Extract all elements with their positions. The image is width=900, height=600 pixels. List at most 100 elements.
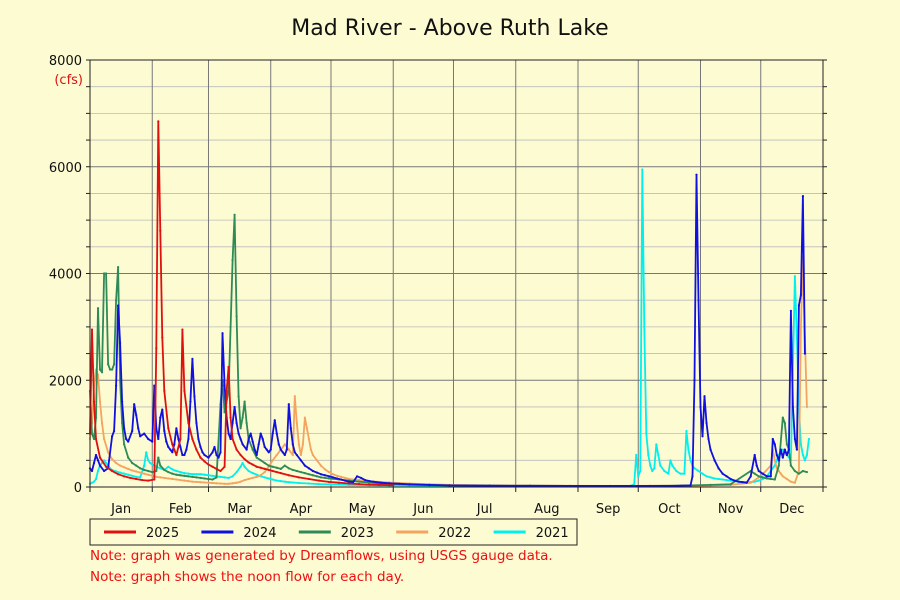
data-point-2025 <box>191 437 194 441</box>
data-point-2021 <box>255 473 258 476</box>
data-point-2023 <box>211 478 214 481</box>
data-point-2023 <box>112 363 116 366</box>
data-point-2022 <box>219 482 222 485</box>
data-point-2021 <box>709 476 712 479</box>
data-point-2023 <box>785 443 788 446</box>
data-point-2024 <box>689 484 692 487</box>
data-point-2021 <box>247 469 250 473</box>
data-point-2024 <box>135 413 138 417</box>
data-point-2025 <box>287 474 290 477</box>
data-point-2025 <box>255 465 258 468</box>
data-point-2021 <box>167 465 170 468</box>
x-tick-label: Apr <box>290 502 313 517</box>
data-point-2024 <box>185 448 188 451</box>
data-point-2025 <box>110 469 114 473</box>
data-point-2021 <box>219 475 222 478</box>
data-point-2022 <box>799 325 803 328</box>
data-point-2021 <box>149 461 152 465</box>
data-point-2024 <box>693 379 696 382</box>
data-point-2023 <box>92 437 96 441</box>
data-point-2021 <box>725 478 728 482</box>
data-point-2024 <box>303 464 306 467</box>
data-point-2025 <box>187 421 190 425</box>
data-point-2021 <box>297 481 300 485</box>
data-point-2023 <box>323 476 327 480</box>
y-tick-label: 6000 <box>49 161 82 176</box>
note-noon-flow: Note: graph shows the noon flow for each… <box>90 569 405 585</box>
data-point-2024 <box>241 443 244 446</box>
data-point-2025 <box>157 120 160 123</box>
data-point-2024 <box>488 484 491 487</box>
data-point-2022 <box>131 469 134 472</box>
x-tick-label: Feb <box>169 502 192 517</box>
y-axis-ticks: 0 2000 4000 6000 8000 <box>49 54 827 496</box>
data-point-2021 <box>187 472 190 475</box>
data-point-2023 <box>315 475 319 478</box>
data-point-2022 <box>179 478 182 482</box>
data-point-2024 <box>528 484 531 487</box>
data-point-2024 <box>169 448 172 451</box>
data-point-2024 <box>388 482 391 485</box>
x-tick-label: May <box>349 502 376 517</box>
data-point-2022 <box>203 481 206 484</box>
data-point-2024 <box>110 435 114 438</box>
data-point-2024 <box>197 437 200 441</box>
data-point-2024 <box>163 429 166 433</box>
data-point-2025 <box>195 448 198 451</box>
data-point-2024 <box>221 332 224 335</box>
data-point-2023 <box>115 299 118 302</box>
data-point-2025 <box>141 478 144 482</box>
data-point-2023 <box>157 456 160 459</box>
data-point-2023 <box>761 476 764 479</box>
data-point-2021 <box>92 480 96 483</box>
data-point-2022 <box>309 448 313 451</box>
data-point-2021 <box>271 478 274 481</box>
data-point-2024 <box>139 435 142 438</box>
data-point-2024 <box>729 477 732 481</box>
data-point-2024 <box>201 451 204 454</box>
data-point-2023 <box>139 467 142 470</box>
data-point-2023 <box>283 464 286 467</box>
data-point-2024 <box>785 453 788 457</box>
data-point-2024 <box>235 421 238 425</box>
data-point-2024 <box>193 395 196 398</box>
data-point-2023 <box>121 421 124 425</box>
data-point-2024 <box>251 440 254 443</box>
data-point-2024 <box>151 440 154 443</box>
data-point-2021 <box>713 477 716 480</box>
data-point-2021 <box>171 468 174 471</box>
data-point-2023 <box>801 469 805 473</box>
data-point-2022 <box>163 476 166 480</box>
data-point-2023 <box>769 477 772 481</box>
data-point-2021 <box>96 469 100 473</box>
data-point-2025 <box>223 465 226 468</box>
data-point-2023 <box>805 470 809 474</box>
data-point-2025 <box>167 427 170 430</box>
data-point-2023 <box>110 368 114 371</box>
x-tick-label: Aug <box>534 502 559 517</box>
data-point-2024 <box>98 464 102 467</box>
x-tick-label: Oct <box>658 502 680 517</box>
legend-label-2024: 2024 <box>243 526 276 541</box>
data-point-2022 <box>115 461 118 465</box>
data-point-2021 <box>721 478 724 481</box>
data-point-2024 <box>793 437 796 441</box>
data-point-2024 <box>165 440 168 443</box>
data-point-2021 <box>235 470 238 474</box>
data-point-2024 <box>175 427 178 430</box>
x-tick-label: Jan <box>110 502 131 517</box>
data-point-2023 <box>151 470 154 474</box>
data-point-2021 <box>317 482 321 486</box>
data-point-2022 <box>227 482 230 485</box>
data-point-2023 <box>171 472 174 475</box>
data-point-2021 <box>151 463 154 466</box>
data-point-2022 <box>127 467 130 470</box>
data-point-2024 <box>115 384 118 387</box>
data-point-2024 <box>211 451 214 454</box>
data-point-2023 <box>287 467 290 470</box>
data-point-2022 <box>793 481 796 484</box>
series-line-2025 <box>89 120 394 487</box>
data-point-2024 <box>239 437 242 441</box>
data-point-2022 <box>223 482 226 485</box>
data-point-2021 <box>239 465 242 468</box>
